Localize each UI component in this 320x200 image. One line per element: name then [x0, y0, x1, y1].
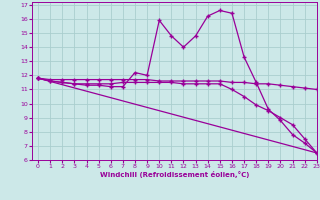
X-axis label: Windchill (Refroidissement éolien,°C): Windchill (Refroidissement éolien,°C): [100, 171, 249, 178]
